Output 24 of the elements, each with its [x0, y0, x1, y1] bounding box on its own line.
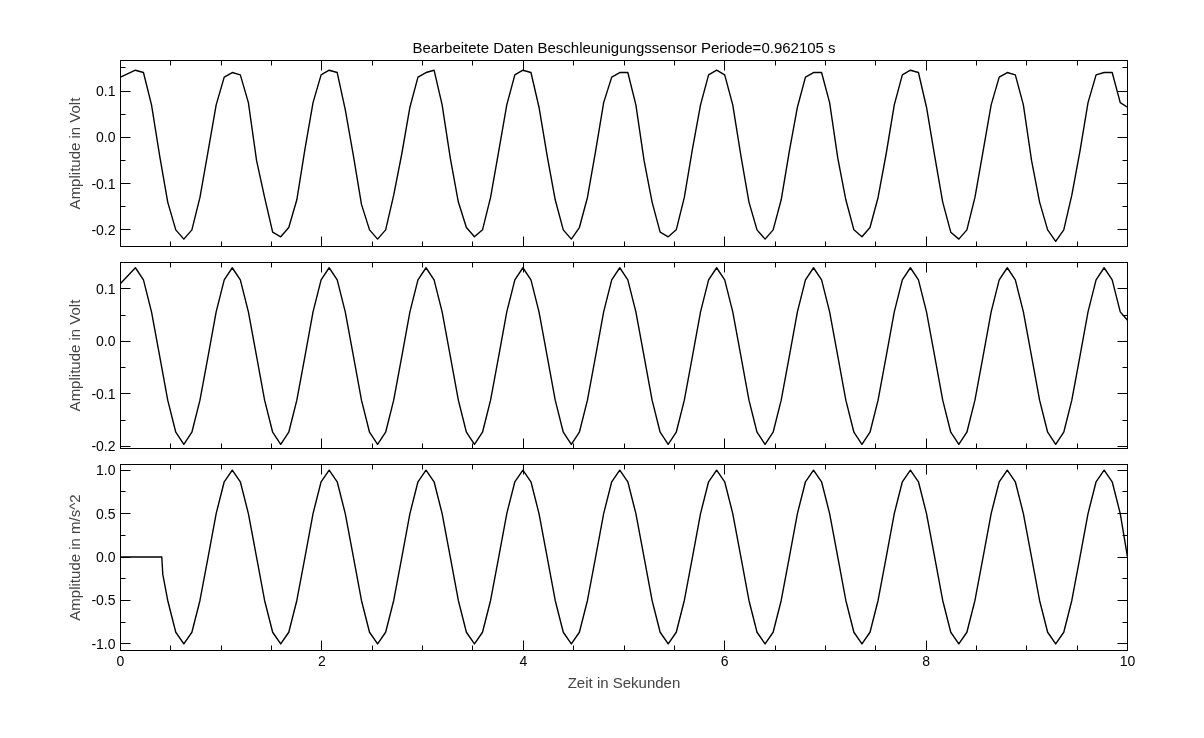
y-axis-title: Amplitude in m/s^2: [66, 494, 84, 621]
y-tick-label: 0.0: [96, 333, 116, 350]
x-tick-label: 4: [519, 652, 528, 669]
y-tick-label: -0.5: [91, 592, 116, 609]
x-tick-label: 8: [922, 652, 931, 669]
y-tick-label: -0.2: [91, 438, 116, 455]
x-axis-title: Zeit in Sekunden: [567, 673, 681, 691]
y-tick-label: 0.5: [96, 505, 116, 522]
y-tick-label: 0.0: [96, 129, 116, 146]
y-tick-label: 1.0: [96, 462, 116, 479]
y-tick-label: -0.2: [91, 221, 116, 238]
y-tick-label: -1.0: [91, 635, 116, 652]
x-tick-label: 10: [1119, 652, 1136, 669]
y-tick-label: -0.1: [91, 385, 116, 402]
x-tick-label: 0: [116, 652, 125, 669]
x-tick-label: 6: [720, 652, 729, 669]
y-tick-label: 0.1: [96, 280, 116, 297]
y-axis-title: Amplitude in Volt: [66, 298, 84, 412]
y-tick-label: 0.1: [96, 83, 116, 100]
x-tick-label: 2: [318, 652, 327, 669]
y-axis-title: Amplitude in Volt: [66, 96, 84, 210]
y-tick-label: -0.1: [91, 175, 116, 192]
chart-title: Bearbeitete Daten Beschleunigungssensor Periode=0.962105 s: [412, 38, 836, 56]
y-tick-label: 0.0: [96, 549, 116, 566]
